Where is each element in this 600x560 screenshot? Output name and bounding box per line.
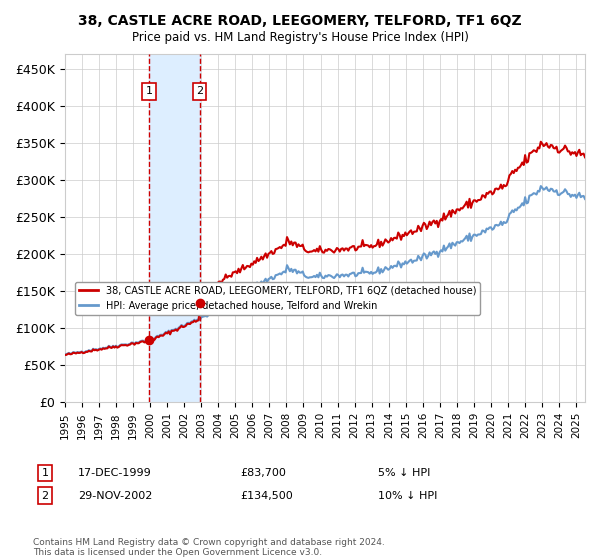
Legend: 38, CASTLE ACRE ROAD, LEEGOMERY, TELFORD, TF1 6QZ (detached house), HPI: Average: 38, CASTLE ACRE ROAD, LEEGOMERY, TELFORD… bbox=[74, 282, 480, 315]
Text: 5% ↓ HPI: 5% ↓ HPI bbox=[378, 468, 430, 478]
Bar bbox=[149, 54, 200, 403]
Text: 29-NOV-2002: 29-NOV-2002 bbox=[78, 491, 152, 501]
Text: 10% ↓ HPI: 10% ↓ HPI bbox=[378, 491, 437, 501]
Text: £83,700: £83,700 bbox=[240, 468, 286, 478]
Text: 17-DEC-1999: 17-DEC-1999 bbox=[78, 468, 152, 478]
Text: Contains HM Land Registry data © Crown copyright and database right 2024.
This d: Contains HM Land Registry data © Crown c… bbox=[33, 538, 385, 557]
Text: Price paid vs. HM Land Registry's House Price Index (HPI): Price paid vs. HM Land Registry's House … bbox=[131, 31, 469, 44]
Text: 1: 1 bbox=[41, 468, 49, 478]
Text: 2: 2 bbox=[41, 491, 49, 501]
Text: 1: 1 bbox=[146, 86, 153, 96]
Text: 38, CASTLE ACRE ROAD, LEEGOMERY, TELFORD, TF1 6QZ: 38, CASTLE ACRE ROAD, LEEGOMERY, TELFORD… bbox=[78, 14, 522, 28]
Text: £134,500: £134,500 bbox=[240, 491, 293, 501]
Text: 2: 2 bbox=[196, 86, 203, 96]
